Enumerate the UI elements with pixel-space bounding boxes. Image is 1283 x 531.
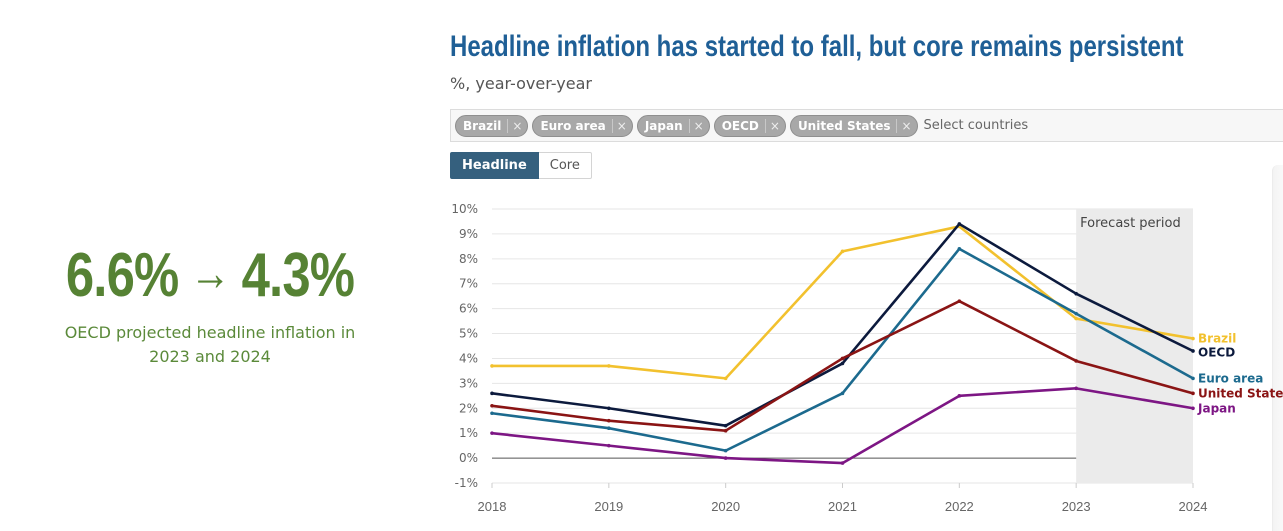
y-axis: 10% 9% 8% 7% 6% 5% 4% 3% 2% 1% 0% -1% (451, 202, 478, 490)
arrow-right-icon: → (189, 245, 231, 301)
series-end-label: United State (1198, 386, 1283, 400)
series-end-label: Japan (1197, 401, 1236, 415)
data-point (723, 448, 728, 453)
y-tick-label: 5% (459, 327, 478, 341)
data-point (723, 376, 728, 381)
data-point (1074, 386, 1078, 391)
remove-tag-icon[interactable]: × (688, 118, 707, 133)
inflation-line-chart: Forecast period 10% 9% 8% 7% 6% 5% 4% 3% 2% 1% 0% -… (451, 202, 1283, 514)
kpi-caption-line1: OECD projected headline inflation in (64, 323, 356, 342)
data-point (840, 249, 845, 254)
x-tick-label: 2020 (711, 499, 740, 514)
data-point (840, 361, 845, 366)
chart-title: Headline inflation has started to fall, … (450, 30, 1184, 63)
headline-button[interactable]: Headline (450, 152, 539, 179)
country-tag-japan: Japan × (636, 114, 710, 137)
data-point (840, 391, 845, 396)
data-point (723, 456, 728, 460)
data-point (490, 431, 494, 435)
kpi-panel: 6.6% → 4.3% OECD projected headline inflat… (0, 236, 420, 369)
country-tag-united-states: United States × (789, 114, 918, 137)
data-point (607, 443, 611, 448)
data-point (1191, 406, 1195, 411)
data-point (1074, 359, 1078, 363)
remove-tag-icon[interactable]: × (507, 118, 525, 133)
kpi-caption: OECD projected headline inflation in 202… (0, 321, 420, 369)
y-tick-label: 3% (459, 376, 478, 390)
data-point (957, 299, 962, 303)
forecast-period-label: Forecast period (1080, 216, 1181, 231)
country-selector[interactable]: Brazil × Euro area × Japan × OECD × United S… (450, 109, 1283, 142)
country-tag-brazil: Brazil × (455, 114, 529, 137)
data-point (957, 222, 962, 226)
tag-label: Brazil (463, 118, 502, 133)
y-tick-label: 7% (459, 277, 478, 291)
data-point (607, 406, 611, 411)
series-end-label: Euro area (1198, 371, 1263, 385)
data-point (607, 426, 611, 430)
select-countries-input[interactable]: Select countries (923, 118, 1029, 133)
side-panel-edge (1272, 165, 1283, 531)
x-tick-label: 2021 (828, 499, 857, 514)
series-lines (490, 222, 1195, 465)
country-tag-oecd: OECD × (713, 114, 786, 137)
x-tick-label: 2022 (945, 499, 974, 514)
series-end-label: Brazil (1198, 332, 1236, 346)
country-tag-euro-area: Euro area × (532, 114, 633, 137)
y-tick-label: 9% (459, 227, 478, 241)
tag-label: OECD (721, 118, 759, 133)
measure-toggle: Headline Core (450, 152, 592, 179)
kpi-to-value: 4.3% (241, 241, 355, 310)
y-tick-label: -1% (455, 476, 478, 490)
data-point (1191, 349, 1195, 353)
data-point (490, 364, 494, 368)
data-point (723, 423, 728, 428)
y-tick-label: 1% (459, 426, 478, 440)
y-tick-label: 6% (459, 302, 478, 316)
remove-tag-icon[interactable]: × (764, 118, 783, 133)
data-point (1191, 336, 1195, 341)
data-point (607, 418, 611, 423)
x-tick-label: 2019 (594, 499, 623, 514)
kpi-headline: 6.6% → 4.3% (38, 236, 382, 319)
remove-tag-icon[interactable]: × (896, 118, 914, 133)
forecast-period-band: Forecast period (1076, 209, 1193, 483)
tag-label: Japan (644, 118, 683, 133)
data-point (840, 356, 845, 361)
data-point (1074, 311, 1078, 316)
y-tick-label: 8% (459, 252, 478, 266)
y-tick-label: 10% (451, 202, 478, 216)
data-point (490, 391, 494, 396)
data-point (957, 247, 962, 251)
x-axis: 2018 2019 2020 2021 2022 2023 2024 (478, 483, 1208, 514)
x-tick-label: 2024 (1179, 499, 1208, 514)
data-point (1074, 291, 1078, 296)
x-tick-label: 2023 (1062, 499, 1091, 514)
kpi-from-value: 6.6% (65, 241, 179, 310)
tag-label: Euro area (540, 118, 606, 133)
data-point (490, 403, 494, 408)
data-point (1191, 391, 1195, 396)
kpi-caption-line2: 2023 and 2024 (149, 347, 271, 366)
data-point (1191, 376, 1195, 381)
y-tick-label: 4% (459, 351, 478, 365)
data-point (1074, 316, 1078, 321)
data-point (957, 394, 962, 398)
data-point (490, 411, 494, 416)
remove-tag-icon[interactable]: × (611, 118, 630, 133)
data-point (607, 364, 611, 368)
chart-subtitle: %, year-over-year (450, 74, 592, 93)
series-end-label: OECD (1198, 346, 1235, 360)
x-tick-label: 2018 (478, 499, 507, 514)
data-point (723, 428, 728, 433)
data-point (840, 461, 845, 465)
tag-label: United States (797, 118, 891, 133)
core-button[interactable]: Core (538, 152, 592, 179)
y-tick-label: 2% (459, 401, 478, 415)
y-tick-label: 0% (459, 451, 478, 465)
